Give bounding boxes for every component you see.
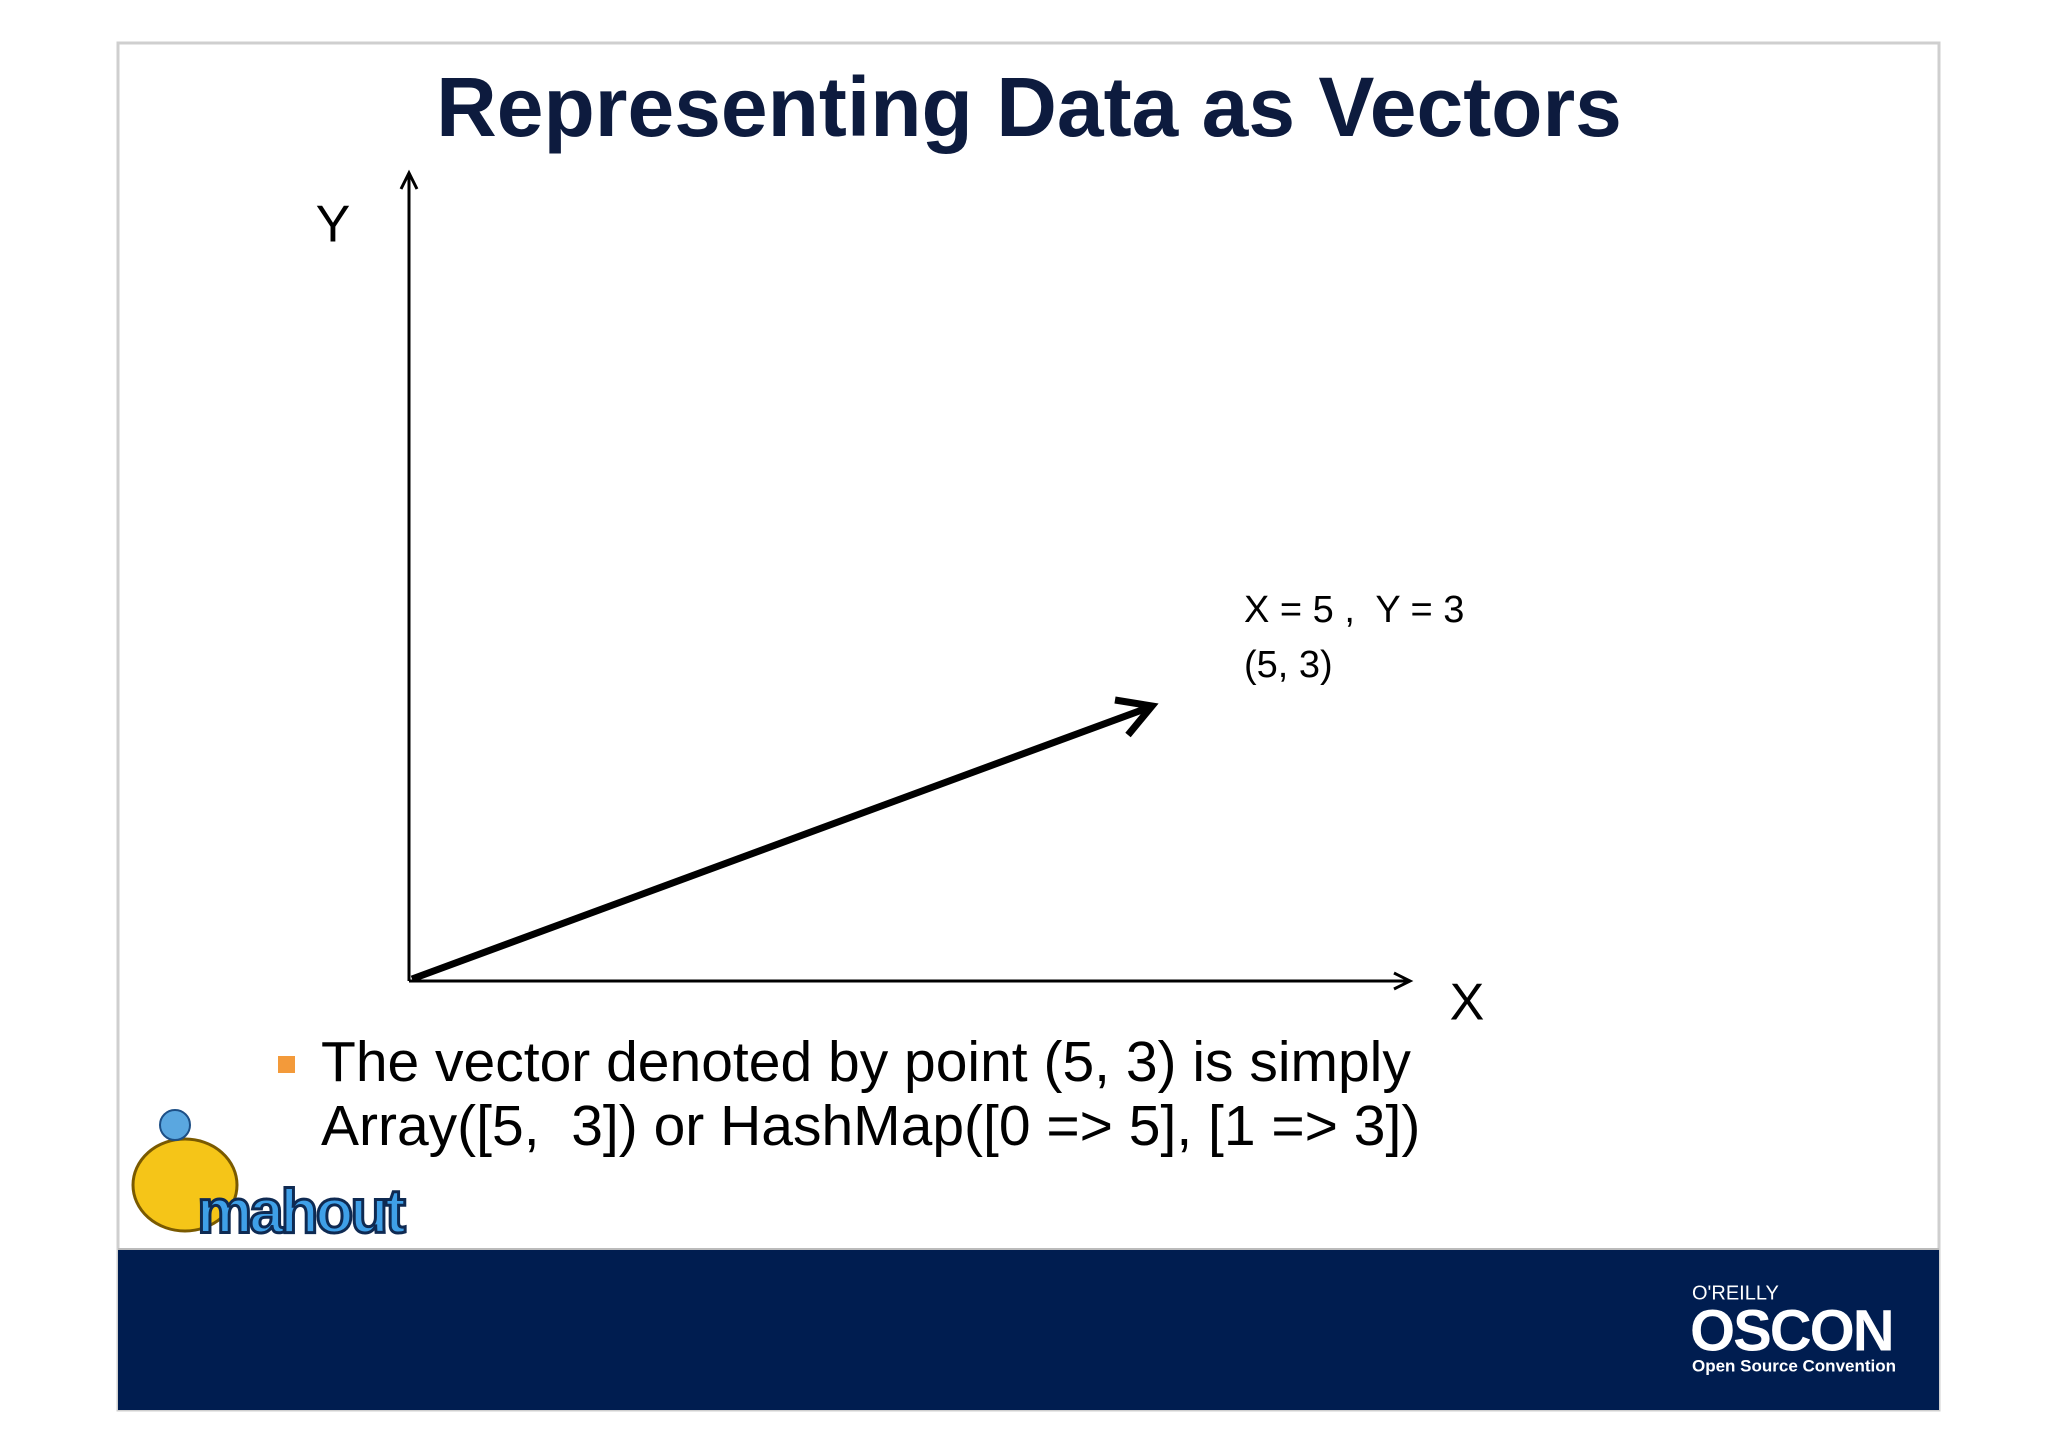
- slide-title: Representing Data as Vectors: [436, 60, 1622, 154]
- logo-publisher: O'REILLY: [1692, 1282, 1779, 1304]
- vector-arrowhead: [1114, 696, 1159, 738]
- logo-elephant: [131, 1137, 239, 1233]
- y-arrowhead: [399, 169, 419, 190]
- axes: [399, 169, 1414, 991]
- annotation: X = 5 , Y = 3: [1244, 589, 1464, 631]
- footer-band: [118, 1250, 1939, 1410]
- mahout-logo: mahout: [131, 1109, 410, 1248]
- bullet-text: Array([5, 3]) or HashMap([0 => 5], [1 =>…: [321, 1094, 1420, 1158]
- logo-text: mahout: [197, 1177, 405, 1246]
- y-axis-label: Y: [316, 196, 351, 254]
- oscon-logo: O'REILLY OSCON Open Source Convention: [1690, 1282, 1896, 1375]
- slide-frame: [116, 41, 1941, 1412]
- vector: [410, 703, 1152, 983]
- logo-tagline: Open Source Convention: [1692, 1356, 1896, 1375]
- bullet-text: The vector denoted by point (5, 3) is si…: [321, 1030, 1411, 1094]
- annotation: (5, 3): [1244, 644, 1333, 686]
- logo-rider: [159, 1109, 191, 1141]
- x-arrowhead: [1393, 971, 1414, 991]
- x-axis-label: X: [1450, 974, 1485, 1032]
- logo-name: OSCON: [1690, 1298, 1893, 1363]
- bullet-marker: [278, 1056, 295, 1073]
